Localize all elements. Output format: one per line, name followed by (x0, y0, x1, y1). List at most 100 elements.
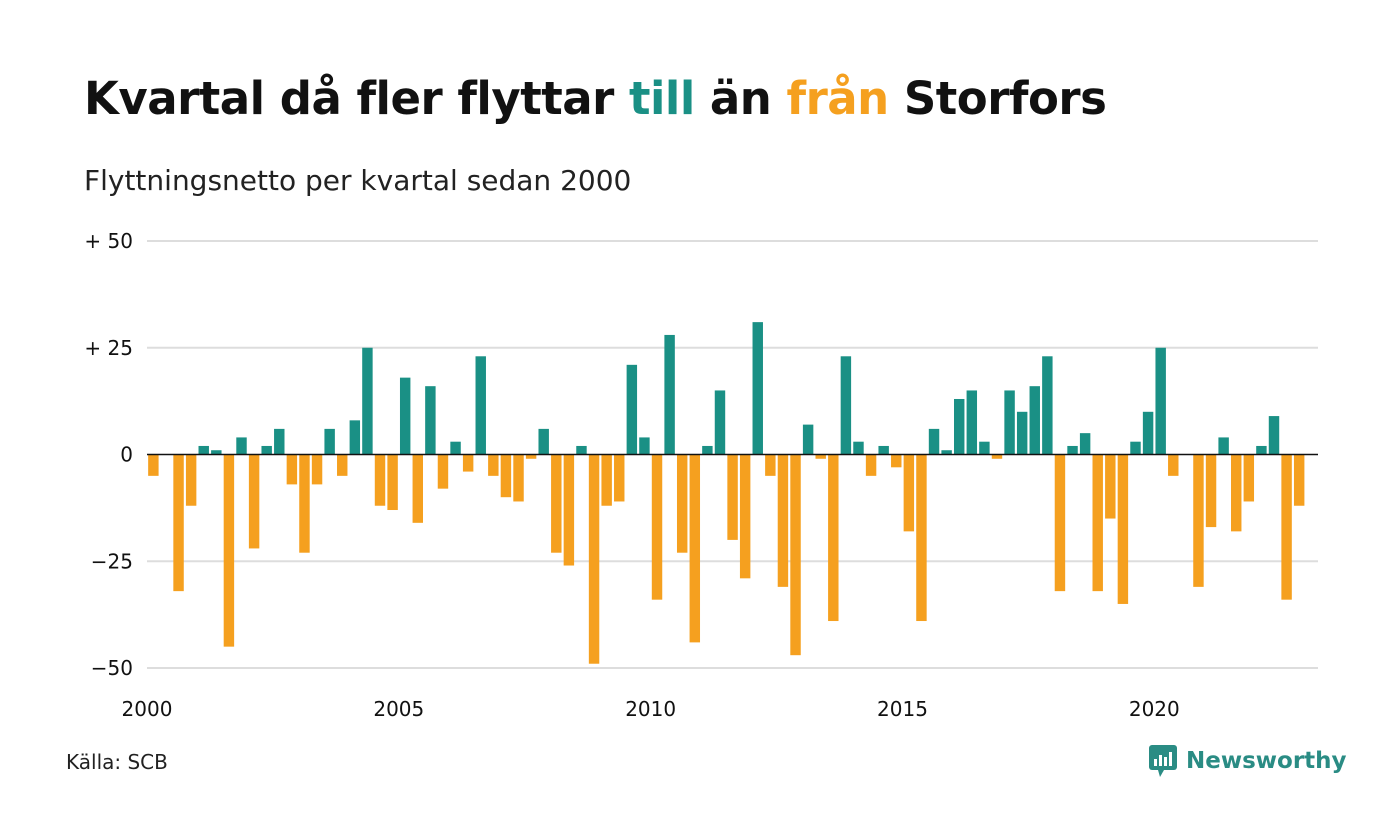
bar (891, 454, 902, 468)
bar (916, 454, 927, 622)
bar (1293, 454, 1305, 506)
bars (148, 322, 1305, 664)
bar (488, 454, 499, 476)
bar (1130, 441, 1141, 455)
x-axis-labels: 2000 2005 2010 2015 2020 (122, 697, 1180, 721)
y-tick-label: 0 (120, 443, 133, 467)
bar (1155, 347, 1166, 455)
bar (437, 454, 449, 489)
bar (349, 420, 361, 455)
bar (274, 428, 285, 455)
bar (1243, 454, 1255, 502)
bar (739, 454, 751, 579)
bar (563, 454, 575, 566)
bar (324, 428, 335, 455)
x-tick-label: 2015 (877, 697, 928, 721)
bar (1218, 437, 1229, 455)
bar (1256, 445, 1267, 455)
bar (1067, 445, 1078, 455)
bar (362, 347, 373, 455)
bar (714, 390, 726, 455)
bar (1105, 454, 1116, 519)
bar (538, 428, 549, 455)
bar (223, 454, 235, 647)
bar (979, 441, 990, 455)
bar (828, 454, 839, 622)
bar (198, 445, 209, 455)
bar (236, 437, 247, 455)
bar (211, 450, 222, 455)
bar (702, 445, 713, 455)
bar (651, 454, 663, 600)
title-part-3: än (694, 72, 787, 125)
bar (903, 454, 915, 532)
bar (399, 377, 411, 455)
bar (337, 454, 348, 476)
bar (248, 454, 260, 549)
title-word-fran: från (786, 72, 890, 125)
bar (790, 454, 801, 656)
bar (601, 454, 612, 506)
bar (387, 454, 398, 511)
bar (1004, 390, 1015, 455)
bar (966, 390, 978, 455)
bar (525, 454, 537, 459)
bar (1016, 411, 1028, 455)
y-tick-label: −50 (91, 656, 133, 680)
bar (412, 454, 423, 523)
bar (626, 364, 638, 455)
x-tick-label: 2000 (122, 697, 173, 721)
bar (878, 445, 889, 455)
y-tick-label: −25 (91, 549, 133, 573)
newsworthy-logo-icon (1149, 745, 1177, 777)
bar (1205, 454, 1217, 528)
bar (991, 454, 1003, 459)
bar (954, 398, 965, 455)
bar (727, 454, 738, 540)
bar (928, 428, 940, 455)
bar (765, 454, 776, 476)
bar (802, 424, 814, 455)
title-word-till: till (628, 72, 695, 125)
x-tick-label: 2010 (625, 697, 676, 721)
bar (173, 454, 184, 592)
bar (299, 454, 310, 553)
bar (1268, 416, 1280, 455)
brand-name: Newsworthy (1186, 748, 1347, 774)
bar (752, 322, 763, 455)
bar (1092, 454, 1103, 592)
bar (639, 437, 650, 455)
bar (450, 441, 461, 455)
x-tick-label: 2005 (373, 697, 424, 721)
bar (1054, 454, 1066, 592)
bar (1042, 356, 1053, 455)
bar (1281, 454, 1292, 600)
brand-logo: Newsworthy (1148, 744, 1347, 778)
bar (286, 454, 298, 485)
bar (676, 454, 688, 553)
bar (576, 445, 587, 455)
bar (1231, 454, 1242, 532)
bar (1193, 454, 1204, 587)
x-tick-label: 2020 (1129, 697, 1180, 721)
y-tick-label: + 50 (84, 229, 133, 253)
title-part-1: Kvartal då fler flyttar (84, 72, 629, 125)
bar (614, 454, 625, 502)
y-axis-labels: + 50 + 25 0 −25 −50 (84, 229, 133, 680)
bar (374, 454, 386, 506)
bar (513, 454, 524, 502)
chart-title: Kvartal då fler flyttar till än från Sto… (84, 72, 1107, 125)
bar (689, 454, 701, 643)
bar (148, 454, 159, 476)
bar (475, 356, 486, 455)
bar (261, 445, 272, 455)
bar (588, 454, 600, 664)
bar (1079, 433, 1091, 455)
bar (853, 441, 864, 455)
bar (500, 454, 512, 498)
bar (462, 454, 474, 472)
bar (551, 454, 562, 553)
bar (777, 454, 789, 587)
title-part-5: Storfors (888, 72, 1107, 125)
